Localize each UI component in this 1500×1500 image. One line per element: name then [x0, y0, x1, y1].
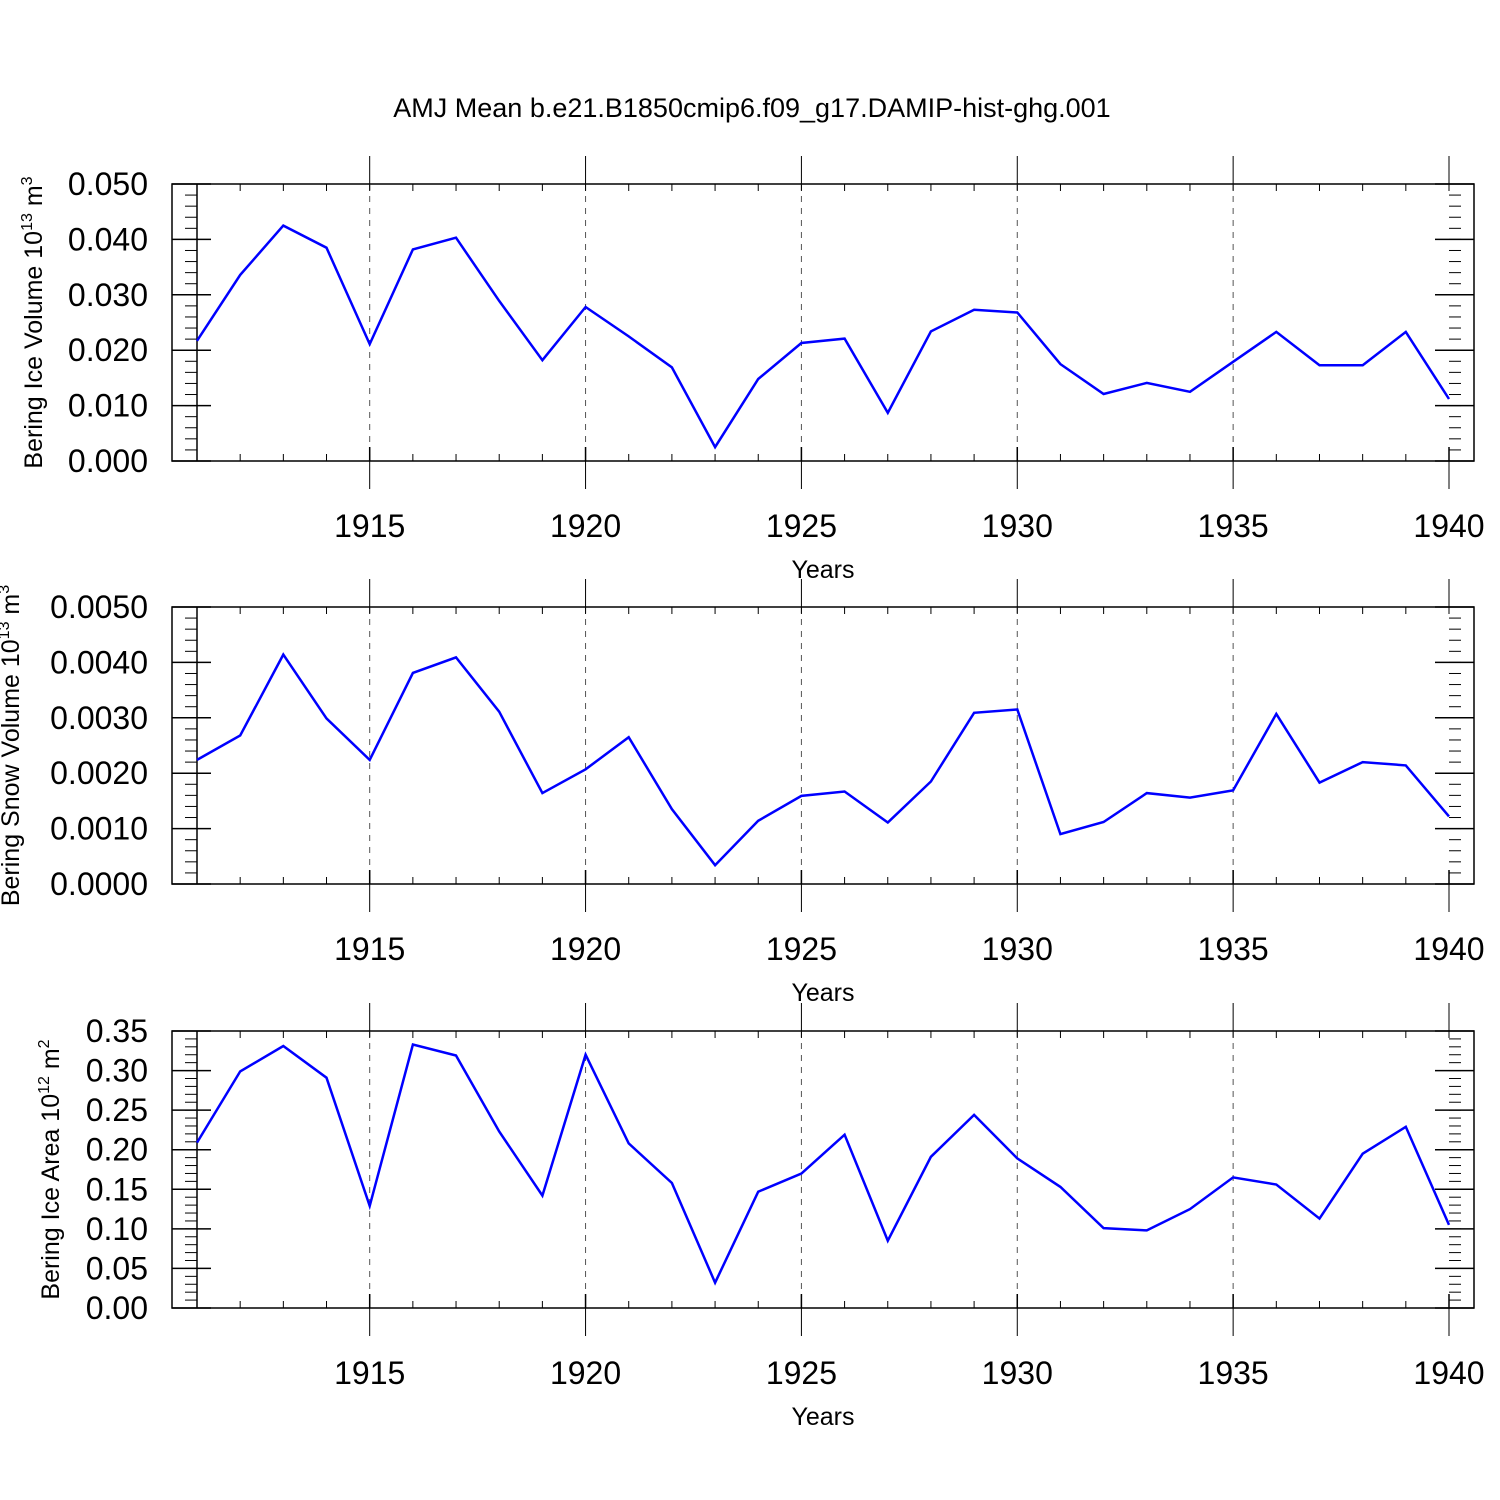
y-tick-label: 0.0000 [50, 866, 148, 902]
y-tick-label: 0.30 [86, 1053, 148, 1089]
x-tick-label: 1925 [766, 931, 837, 967]
x-tick-label: 1920 [550, 1355, 621, 1391]
x-tick-label: 1915 [334, 508, 405, 544]
x-tick-label: 1930 [982, 508, 1053, 544]
x-tick-label: 1915 [334, 1355, 405, 1391]
x-tick-label: 1920 [550, 931, 621, 967]
chart-panel-2: 1915 1920 1925 1930 1935 1940 0.0000 0.0010 0.00… [0, 579, 1485, 1007]
y-tick-label: 0.00 [86, 1290, 148, 1326]
x-tick-label: 1925 [766, 508, 837, 544]
chart-panel-3: 1915 1920 1925 1930 1935 1940 0.00 0.050.10 0.15… [36, 1003, 1485, 1431]
y-tick-label: 0.0010 [50, 811, 148, 847]
x-tick-label: 1935 [1198, 1355, 1269, 1391]
y-tick-label: 0.15 [86, 1171, 148, 1207]
chart-panel-1: 1915 1920 1925 1930 1935 1940 0.000 0.010 0.020 0… [19, 156, 1485, 584]
plot-frame [171, 606, 1475, 885]
y-tick-label: 0.35 [86, 1013, 148, 1049]
y-tick-label: 0.0030 [50, 700, 148, 736]
y-tick-label: 0.0050 [50, 589, 148, 625]
x-tick-label: 1915 [334, 931, 405, 967]
y-tick-label: 0.040 [68, 221, 148, 257]
series-line [195, 224, 1451, 450]
x-axis-label: Years [791, 1403, 854, 1431]
y-tick-label: 0.0020 [50, 755, 148, 791]
y-axis-label: Bering Ice Area 1012 m2 [36, 1039, 65, 1299]
y-tick-label: 0.050 [68, 166, 148, 202]
y-tick-label: 0.20 [86, 1132, 148, 1168]
y-axis-label: Bering Ice Volume 1013 m3 [19, 176, 48, 468]
y-tick-label: 0.010 [68, 388, 148, 424]
x-tick-label: 1940 [1413, 508, 1484, 544]
y-tick-label: 0.020 [68, 332, 148, 368]
plot-frame [171, 1030, 1475, 1309]
x-tick-label: 1935 [1198, 931, 1269, 967]
x-tick-label: 1940 [1413, 1355, 1484, 1391]
x-tick-label: 1925 [766, 1355, 837, 1391]
y-tick-label: 0.05 [86, 1250, 148, 1286]
plot-frame [171, 183, 1475, 462]
y-tick-label: 0.10 [86, 1211, 148, 1247]
x-tick-label: 1940 [1413, 931, 1484, 967]
x-axis-label: Years [791, 556, 854, 584]
series-line [195, 1042, 1451, 1286]
y-axis-label: Bering Snow Volume 1013 m3 [0, 585, 25, 906]
x-axis-label: Years [791, 979, 854, 1007]
y-tick-label: 0.0040 [50, 644, 148, 680]
x-tick-label: 1930 [982, 931, 1053, 967]
x-tick-label: 1920 [550, 508, 621, 544]
y-tick-label: 0.000 [68, 443, 148, 479]
x-tick-label: 1935 [1198, 508, 1269, 544]
y-tick-label: 0.030 [68, 277, 148, 313]
series-line [196, 652, 1450, 868]
x-tick-label: 1930 [982, 1355, 1053, 1391]
figure-title: AMJ Mean b.e21.B1850cmip6.f09_g17.DAMIP-… [393, 93, 1110, 123]
y-tick-label: 0.25 [86, 1092, 148, 1128]
